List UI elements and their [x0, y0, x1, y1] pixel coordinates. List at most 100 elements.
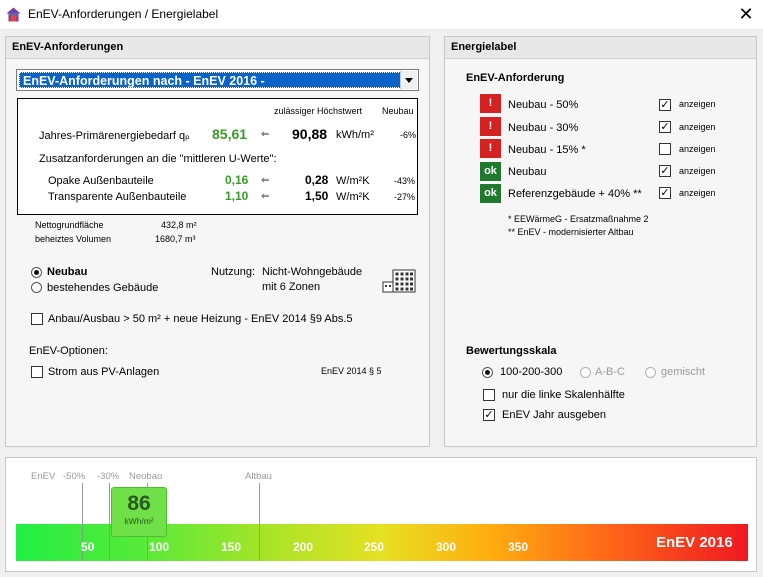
req-item-label: Neubau - 50%: [508, 99, 579, 111]
enev-options-label: EnEV-Optionen:: [29, 345, 108, 357]
scale-tick: 250: [364, 540, 385, 554]
col-max-header: zulässiger Höchstwert: [274, 106, 363, 116]
opaque-label: Opake Außenbauteile: [48, 175, 154, 187]
req-item-show-label: anzeigen: [679, 144, 716, 154]
skala-radio-abc[interactable]: [580, 367, 591, 378]
energielabel-panel-header: Energielabel: [445, 37, 756, 59]
nutzung-value-2: mit 6 Zonen: [262, 281, 321, 293]
skala-radio-gemischt[interactable]: [645, 367, 656, 378]
ref-line-altbau: [259, 483, 260, 561]
enev-panel-header: EnEV-Anforderungen: [6, 37, 429, 59]
close-icon[interactable]: ✕: [738, 4, 754, 24]
bestand-radio[interactable]: [31, 282, 42, 293]
half-scale-checkbox[interactable]: [483, 389, 495, 401]
chevron-down-icon[interactable]: [400, 71, 417, 89]
req-item-checkbox[interactable]: ✓: [659, 99, 671, 111]
col-neubau-header: Neubau: [382, 106, 414, 116]
building-icon[interactable]: [382, 269, 416, 293]
pv-strom-checkbox[interactable]: [31, 366, 43, 378]
req-item-checkbox[interactable]: ✓: [659, 187, 671, 199]
warning-badge-icon: !: [480, 94, 501, 113]
ref-label-altbau: Altbau: [245, 471, 272, 482]
req-item-checkbox[interactable]: [659, 143, 671, 155]
footnote-1: * EEWärmeG - Ersatzmaßnahme 2: [508, 214, 649, 224]
req-item-show-label: anzeigen: [679, 166, 716, 176]
primary-max: 90,88: [292, 126, 328, 142]
scale-tick: 100: [149, 540, 170, 554]
arrow-left-icon: ⇐: [261, 191, 270, 202]
marker-value: 86: [127, 492, 151, 515]
opaque-unit: W/m²K: [336, 175, 370, 187]
ref-label-minus50: -50%: [63, 471, 86, 482]
arrow-left-icon: ⇐: [261, 129, 270, 140]
app-icon: [6, 7, 21, 22]
req-item-label: Neubau: [508, 166, 547, 178]
enev-version-select[interactable]: EnEV-Anforderungen nach - EnEV 2016 -: [16, 69, 419, 91]
scale-tick: 50: [81, 540, 95, 554]
pv-strom-label: Strom aus PV-Anlagen: [48, 366, 160, 378]
anbau-checkbox[interactable]: [31, 313, 43, 325]
skala-opt1-label: 100-200-300: [500, 366, 563, 378]
volumen-label: beheiztes Volumen: [35, 234, 112, 244]
primary-value: 85,61: [212, 126, 248, 142]
bestand-label: bestehendes Gebäude: [47, 282, 159, 294]
req-item-checkbox[interactable]: ✓: [659, 121, 671, 133]
window-titlebar: EnEV-Anforderungen / Energielabel ✕: [0, 0, 763, 30]
pv-strom-ref: EnEV 2014 § 5: [321, 366, 382, 376]
anbau-label: Anbau/Ausbau > 50 m² + neue Heizung - En…: [48, 313, 353, 325]
req-item-show-label: anzeigen: [679, 188, 716, 198]
scale-brand: EnEV 2016: [656, 534, 733, 551]
scale-tick: 200: [293, 540, 314, 554]
transparent-label: Transparente Außenbauteile: [48, 191, 187, 203]
ref-line-minus30: [109, 483, 110, 561]
ref-line-minus30-bar: [109, 524, 110, 561]
nutzung-label: Nutzung:: [211, 266, 256, 278]
scale-tick: 350: [508, 540, 529, 554]
transparent-unit: W/m²K: [336, 191, 370, 203]
transparent-value: 1,10: [225, 189, 249, 203]
year-label: EnEV Jahr ausgeben: [502, 409, 606, 421]
req-item-label: Neubau - 15% *: [508, 144, 586, 156]
enev-panel: EnEV-Anforderungen EnEV-Anforderungen na…: [5, 36, 430, 447]
scale-tick: 300: [436, 540, 457, 554]
year-checkbox[interactable]: ✓: [483, 409, 495, 421]
neubau-label: Neubau: [47, 266, 88, 278]
primary-label: Jahres-Primärenergiebedarf qₚ: [39, 130, 190, 142]
opaque-pct: -43%: [394, 176, 416, 186]
netto-label: Nettogrundfläche: [35, 220, 104, 230]
ok-badge-icon: ok: [480, 162, 501, 181]
transparent-max: 1,50: [305, 189, 329, 203]
ref-line-altbau-bar: [259, 524, 260, 561]
requirements-box: zulässiger Höchstwert Neubau Jahres-Prim…: [17, 98, 418, 215]
ref-label-neubau: Neubau: [129, 471, 163, 482]
opaque-max: 0,28: [305, 173, 329, 187]
value-marker: 86 kWh/m²: [111, 487, 167, 537]
volumen-value: 1680,7 m³: [155, 234, 196, 244]
enev-version-value: EnEV-Anforderungen nach - EnEV 2016 -: [19, 72, 401, 88]
ref-line-minus50-bar: [82, 524, 83, 561]
footnote-2: ** EnEV - modernisierter Altbau: [508, 227, 634, 237]
warning-badge-icon: !: [480, 117, 501, 136]
marker-unit: kWh/m²: [124, 516, 154, 526]
warning-badge-icon: !: [480, 139, 501, 158]
neubau-radio[interactable]: [31, 267, 42, 278]
netto-value: 432,8 m²: [161, 220, 197, 230]
ref-label-minus30: -30%: [97, 471, 120, 482]
half-scale-label: nur die linke Skalenhälfte: [502, 389, 625, 401]
primary-unit: kWh/m²: [336, 129, 374, 141]
req-item-show-label: anzeigen: [679, 122, 716, 132]
req-item-checkbox[interactable]: ✓: [659, 165, 671, 177]
ref-line-neubau-bar: [147, 524, 148, 561]
primary-pct: -6%: [400, 130, 417, 140]
skala-title: Bewertungsskala: [466, 345, 557, 357]
req-item-show-label: anzeigen: [679, 99, 716, 109]
arrow-left-icon: ⇐: [261, 175, 270, 186]
transparent-pct: -27%: [394, 192, 416, 202]
scale-tick: 150: [221, 540, 242, 554]
nutzung-value-1: Nicht-Wohngebäude: [262, 266, 363, 278]
skala-radio-100-200-300[interactable]: [482, 367, 493, 378]
zusatz-label: Zusatzanforderungen an die "mittleren U-…: [39, 153, 277, 165]
energielabel-panel: Energielabel EnEV-Anforderung ! Neubau -…: [444, 36, 757, 447]
ref-label-enev: EnEV: [31, 471, 56, 482]
skala-opt2-label: A-B-C: [595, 366, 625, 378]
